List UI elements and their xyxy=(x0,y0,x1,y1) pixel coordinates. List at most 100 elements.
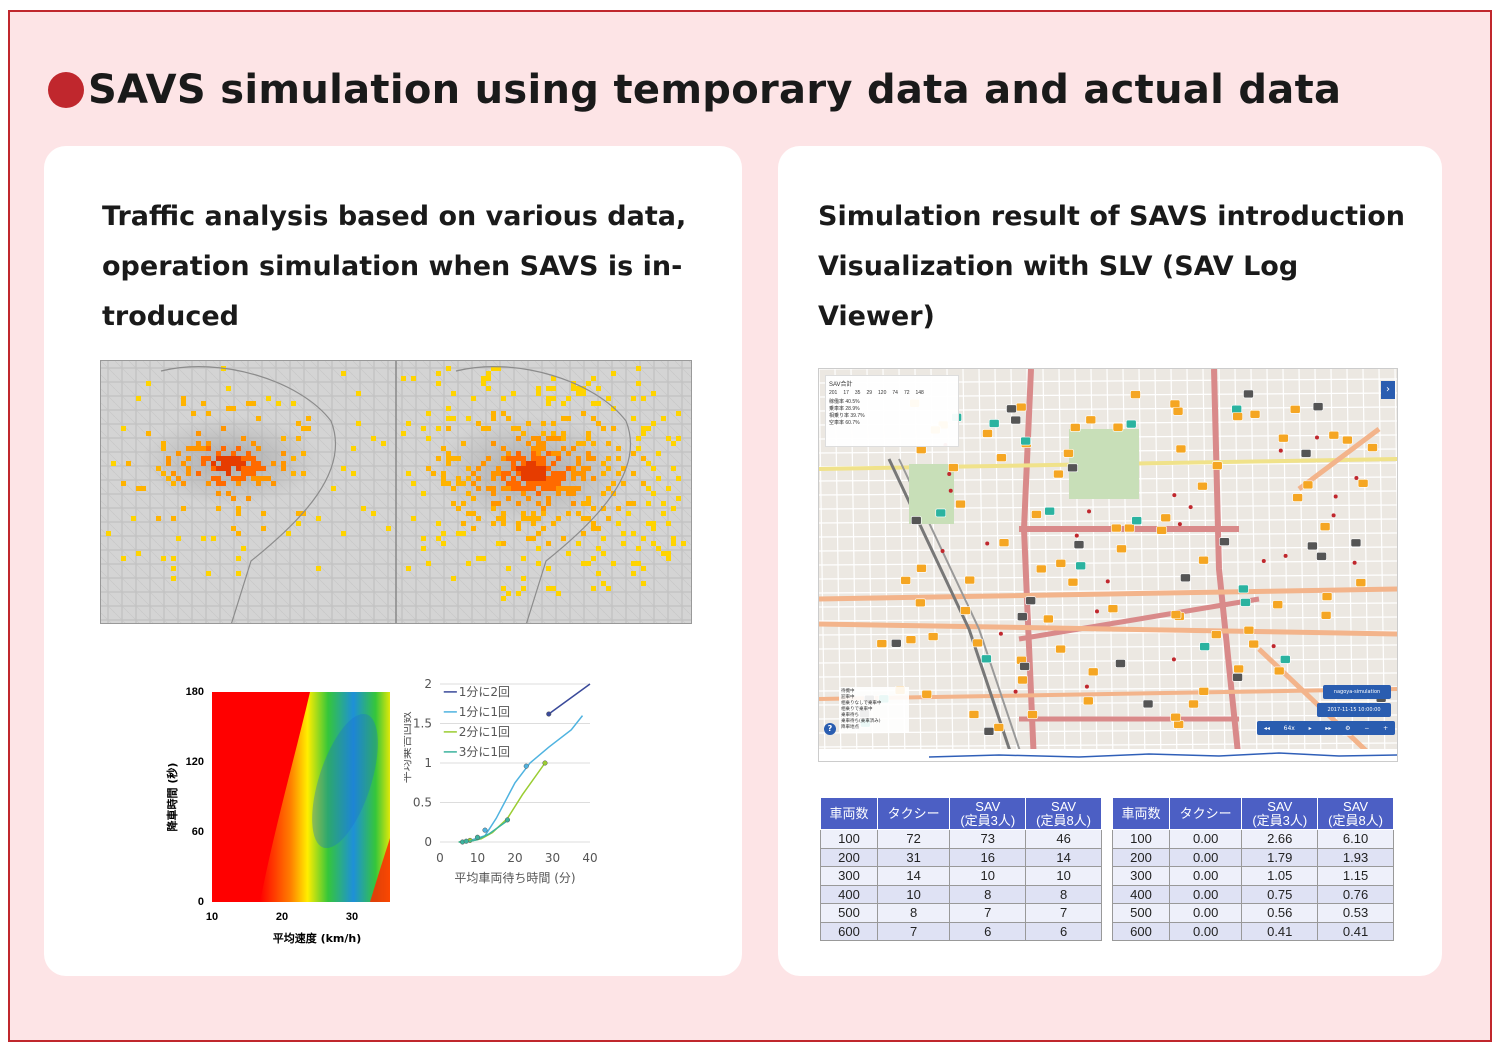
table-cell: 0.76 xyxy=(1317,884,1394,904)
row-label: 相乗り率 xyxy=(829,413,850,419)
table-cell: 200 xyxy=(820,847,878,867)
legend-label: 1分に1回 xyxy=(459,705,510,719)
heading-text: SAVS simulation using temporary data and… xyxy=(88,67,1342,113)
section-heading: SAVS simulation using temporary data and… xyxy=(48,62,1341,118)
title-line: troduced xyxy=(102,301,239,332)
col-header: タクシー xyxy=(876,797,951,830)
count: 74 xyxy=(892,390,898,396)
table-cell: 6 xyxy=(1025,921,1102,941)
fast-forward-icon[interactable]: ▸▸ xyxy=(1325,724,1332,732)
table-header-row: 車両数 タクシー SAV (定員3人) SAV (定員8人) xyxy=(820,797,1102,830)
table-cell: 31 xyxy=(876,847,951,867)
ytick: 1.5 xyxy=(413,717,432,731)
table-cell: 6 xyxy=(949,921,1027,941)
col-header: 車両数 xyxy=(1112,797,1170,830)
row-value: 40.5% xyxy=(845,399,860,405)
help-icon[interactable]: ? xyxy=(824,723,836,735)
legend-label: 1分に2回 xyxy=(459,685,510,699)
playback-controls[interactable]: ◂◂ 64x ▸ ▸▸ ⚙ − + xyxy=(1257,721,1395,735)
table-cell: 1.05 xyxy=(1241,866,1319,886)
table-row: 200 31 16 14 xyxy=(820,847,1102,867)
left-card-title: Traffic analysis based on various data, … xyxy=(102,192,692,342)
zoom-in-icon[interactable]: + xyxy=(1383,724,1389,732)
legend-item: 降車地点 xyxy=(841,725,859,730)
table-cell: 500 xyxy=(1112,903,1170,923)
legend-item: 相乗りで乗車中 xyxy=(841,707,873,712)
row-value: 39.7% xyxy=(850,413,865,419)
xtick: 20 xyxy=(276,911,288,923)
table-cell: 1.79 xyxy=(1241,847,1319,867)
line-chart-xlabel: 平均車両待ち時間 (分) xyxy=(454,871,575,885)
stats-panel[interactable]: SAV合計 201 17 35 29 120 74 72 148 稼働率 40.… xyxy=(825,375,959,447)
heatmap-xlabel: 平均速度 (km/h) xyxy=(273,931,362,945)
row-label: 乗車率 xyxy=(829,406,845,412)
heatmap-ylabel: 降車時間 (秒) xyxy=(165,763,179,832)
stats-row: 空車率 60.7% xyxy=(829,419,955,426)
table-cell: 100 xyxy=(820,829,878,849)
table-row: 100 0.00 2.66 6.10 xyxy=(1112,829,1394,849)
speed-label: 64x xyxy=(1283,724,1295,732)
vehicle-count-table: 車両数 タクシー SAV (定員3人) SAV (定員8人) 100 72 73 46… xyxy=(820,797,1102,941)
data-point xyxy=(463,838,469,844)
rewind-icon[interactable]: ◂◂ xyxy=(1263,724,1270,732)
count: 17 xyxy=(843,390,849,396)
table-cell: 100 xyxy=(1112,829,1170,849)
title-line: operation simulation when SAVS is in- xyxy=(102,251,683,282)
xtick: 10 xyxy=(470,851,485,865)
stats-counts: 201 17 35 29 120 74 72 148 xyxy=(829,390,955,396)
slv-map-viewer[interactable]: SAV合計 201 17 35 29 120 74 72 148 稼働率 40.… xyxy=(818,368,1398,762)
data-point xyxy=(546,711,552,717)
table-cell: 16 xyxy=(949,847,1027,867)
title-line: Traffic analysis based on various data, xyxy=(102,201,687,232)
map-legend: 待機中 迎車中 相乗りなしで乗車中 相乗りで乗車中 乗車待ち 乗車待ち(乗車済み… xyxy=(839,687,909,733)
table-row: 400 10 8 8 xyxy=(820,884,1102,904)
table-cell: 14 xyxy=(1025,847,1102,867)
col-header: SAV (定員8人) xyxy=(1025,797,1102,830)
table-cell: 73 xyxy=(949,829,1027,849)
col-header: SAV (定員8人) xyxy=(1317,797,1394,830)
expand-panel-button[interactable]: › xyxy=(1381,381,1395,399)
data-point xyxy=(542,760,548,766)
legend-item: 待機中 xyxy=(841,689,855,694)
legend-item: 相乗りなしで乗車中 xyxy=(841,701,882,706)
left-card: Traffic analysis based on various data, … xyxy=(44,146,742,976)
table-cell: 0.53 xyxy=(1317,903,1394,923)
play-icon[interactable]: ▸ xyxy=(1308,724,1312,732)
table-cell: 7 xyxy=(949,903,1027,923)
table-cell: 400 xyxy=(1112,884,1170,904)
count: 29 xyxy=(866,390,873,396)
table-cell: 0.00 xyxy=(1168,903,1243,923)
row-label: 空車率 xyxy=(829,420,845,426)
legend-item: 迎車中 xyxy=(841,695,855,700)
table-cell: 0.41 xyxy=(1317,921,1394,941)
table-cell: 0.00 xyxy=(1168,866,1243,886)
table-cell: 8 xyxy=(1025,884,1102,904)
data-point xyxy=(482,827,488,833)
settings-icon[interactable]: ⚙ xyxy=(1345,724,1351,732)
ytick: 180 xyxy=(186,686,204,698)
right-card: Simulation result of SAVS introduction V… xyxy=(778,146,1442,976)
table-cell: 0.56 xyxy=(1241,903,1319,923)
table-cell: 8 xyxy=(876,903,951,923)
xtick: 40 xyxy=(582,851,597,865)
legend-item: 乗車待ち xyxy=(841,713,859,718)
title-line: Visualization with SLV (SAV Log xyxy=(818,251,1299,282)
data-point xyxy=(474,834,481,840)
ytick: 0.5 xyxy=(413,796,432,810)
series-line xyxy=(548,683,591,715)
table-cell: 0.75 xyxy=(1241,884,1319,904)
table-row: 200 0.00 1.79 1.93 xyxy=(1112,847,1394,867)
legend-item: 乗車待ち(乗車済み) xyxy=(841,719,881,724)
table-cell: 7 xyxy=(876,921,951,941)
table-cell: 200 xyxy=(1112,847,1170,867)
table-row: 600 0.00 0.41 0.41 xyxy=(1112,921,1394,941)
datetime-label: 2017-11-15 10:00:00 xyxy=(1317,703,1391,717)
ratio-table: 車両数 タクシー SAV (定員3人) SAV (定員8人) 100 0.00 2.… xyxy=(1112,797,1394,941)
count: 72 xyxy=(903,390,910,396)
col-header: SAV (定員3人) xyxy=(949,797,1027,830)
zoom-out-icon[interactable]: − xyxy=(1364,724,1370,732)
table-cell: 500 xyxy=(820,903,878,923)
data-point xyxy=(504,817,511,823)
title-line: Simulation result of SAVS introduction xyxy=(818,201,1406,232)
col-header: SAV (定員3人) xyxy=(1241,797,1319,830)
